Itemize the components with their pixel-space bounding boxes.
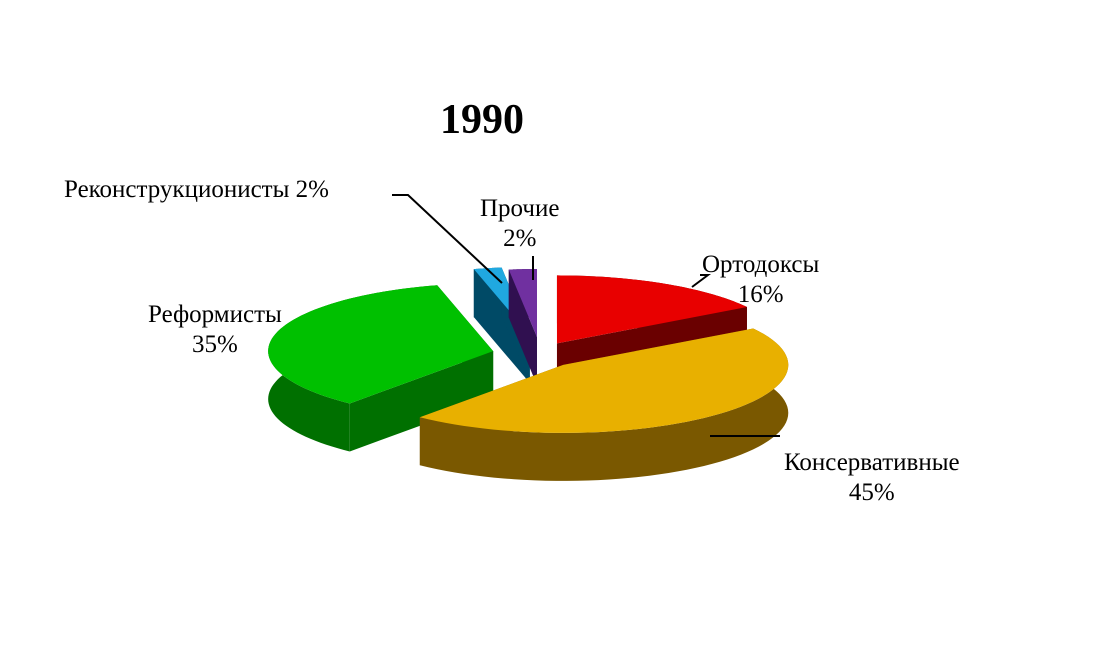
label-orthodox: Ортодоксы 16%: [702, 250, 819, 310]
label-value: 2%: [295, 176, 329, 203]
label-value: 2%: [503, 225, 537, 252]
label-other: Прочие 2%: [480, 194, 559, 254]
label-name: Реформисты: [148, 301, 282, 328]
leader-line-2: [392, 194, 503, 284]
pie-slice-1: [419, 328, 789, 481]
label-reform: Реформисты 35%: [148, 300, 282, 360]
label-conservative: Консервативные 45%: [784, 448, 960, 508]
slice-top: [556, 275, 747, 344]
label-name: Реконструкционисты: [64, 176, 290, 203]
slice-top: [508, 269, 537, 338]
label-value: 16%: [737, 281, 784, 308]
leader-line-0: [691, 274, 711, 288]
label-value: 35%: [192, 331, 238, 358]
label-name: Ортодоксы: [702, 251, 820, 278]
chart-title: 1990: [440, 97, 524, 143]
slice-top: [419, 328, 789, 433]
label-name: Прочие: [480, 195, 560, 222]
slice-top: [268, 285, 494, 404]
label-reconstructionist: Реконструкционисты 2%: [64, 175, 329, 205]
pie-slice-4: [508, 269, 537, 386]
pie-slice-2: [268, 285, 494, 452]
slice-wall: [349, 351, 494, 452]
label-name: Консервативные: [784, 449, 960, 476]
slice-side: [419, 328, 789, 481]
label-value: 45%: [848, 479, 895, 506]
